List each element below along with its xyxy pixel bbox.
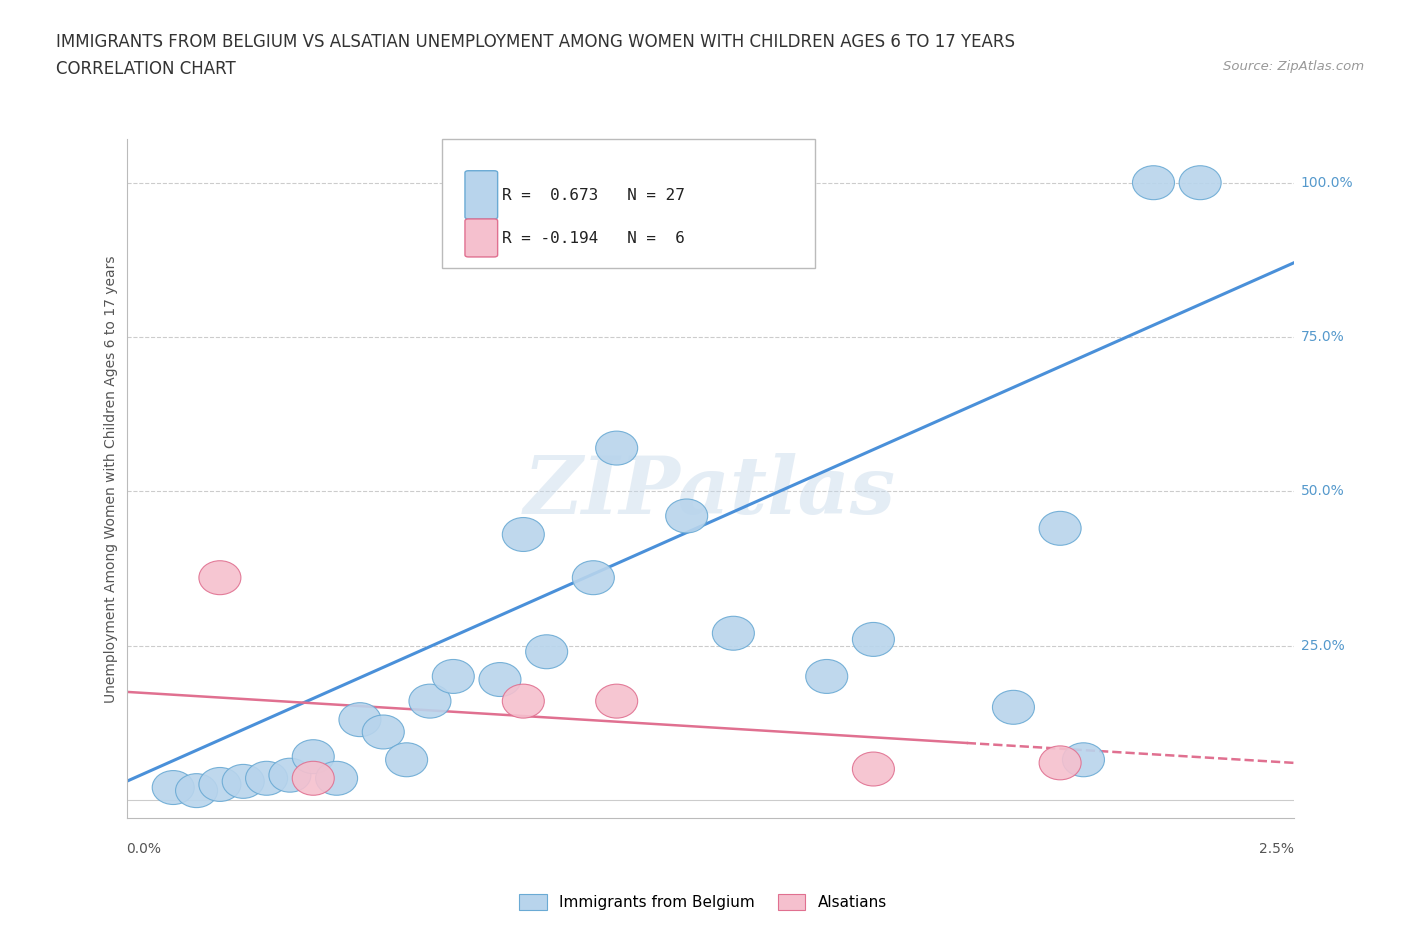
Ellipse shape bbox=[1063, 743, 1105, 777]
Ellipse shape bbox=[502, 517, 544, 551]
Ellipse shape bbox=[198, 767, 240, 802]
Ellipse shape bbox=[292, 739, 335, 774]
Ellipse shape bbox=[572, 561, 614, 594]
Ellipse shape bbox=[596, 432, 638, 465]
Ellipse shape bbox=[409, 684, 451, 718]
Ellipse shape bbox=[1039, 512, 1081, 545]
Text: 25.0%: 25.0% bbox=[1301, 639, 1344, 653]
Text: CORRELATION CHART: CORRELATION CHART bbox=[56, 60, 236, 78]
Text: 2.5%: 2.5% bbox=[1258, 842, 1294, 856]
Ellipse shape bbox=[852, 622, 894, 657]
Ellipse shape bbox=[292, 762, 335, 795]
Text: R = -0.194   N =  6: R = -0.194 N = 6 bbox=[502, 232, 685, 246]
Ellipse shape bbox=[339, 703, 381, 737]
Ellipse shape bbox=[806, 659, 848, 694]
Ellipse shape bbox=[1180, 166, 1222, 200]
Text: 75.0%: 75.0% bbox=[1301, 330, 1344, 344]
Ellipse shape bbox=[596, 684, 638, 718]
Ellipse shape bbox=[363, 715, 405, 749]
Ellipse shape bbox=[269, 758, 311, 792]
Ellipse shape bbox=[852, 752, 894, 786]
Ellipse shape bbox=[526, 635, 568, 669]
Text: Source: ZipAtlas.com: Source: ZipAtlas.com bbox=[1223, 60, 1364, 73]
Legend: Immigrants from Belgium, Alsatians: Immigrants from Belgium, Alsatians bbox=[512, 886, 894, 918]
Ellipse shape bbox=[246, 762, 288, 795]
Ellipse shape bbox=[198, 561, 240, 594]
Text: 100.0%: 100.0% bbox=[1301, 176, 1353, 190]
Ellipse shape bbox=[176, 774, 218, 807]
Ellipse shape bbox=[502, 684, 544, 718]
Ellipse shape bbox=[315, 762, 357, 795]
FancyBboxPatch shape bbox=[465, 171, 498, 219]
Text: ZIPatlas: ZIPatlas bbox=[524, 453, 896, 530]
Text: 50.0%: 50.0% bbox=[1301, 485, 1344, 498]
Ellipse shape bbox=[713, 617, 755, 650]
Text: IMMIGRANTS FROM BELGIUM VS ALSATIAN UNEMPLOYMENT AMONG WOMEN WITH CHILDREN AGES : IMMIGRANTS FROM BELGIUM VS ALSATIAN UNEM… bbox=[56, 33, 1015, 50]
Ellipse shape bbox=[665, 499, 707, 533]
Y-axis label: Unemployment Among Women with Children Ages 6 to 17 years: Unemployment Among Women with Children A… bbox=[104, 255, 118, 703]
Ellipse shape bbox=[479, 662, 522, 697]
Ellipse shape bbox=[152, 771, 194, 804]
Ellipse shape bbox=[222, 764, 264, 798]
Ellipse shape bbox=[432, 659, 474, 694]
FancyBboxPatch shape bbox=[465, 219, 498, 257]
Text: 0.0%: 0.0% bbox=[127, 842, 162, 856]
FancyBboxPatch shape bbox=[441, 140, 815, 269]
Ellipse shape bbox=[385, 743, 427, 777]
Text: R =  0.673   N = 27: R = 0.673 N = 27 bbox=[502, 188, 685, 203]
Ellipse shape bbox=[1132, 166, 1174, 200]
Ellipse shape bbox=[1039, 746, 1081, 780]
Ellipse shape bbox=[993, 690, 1035, 724]
